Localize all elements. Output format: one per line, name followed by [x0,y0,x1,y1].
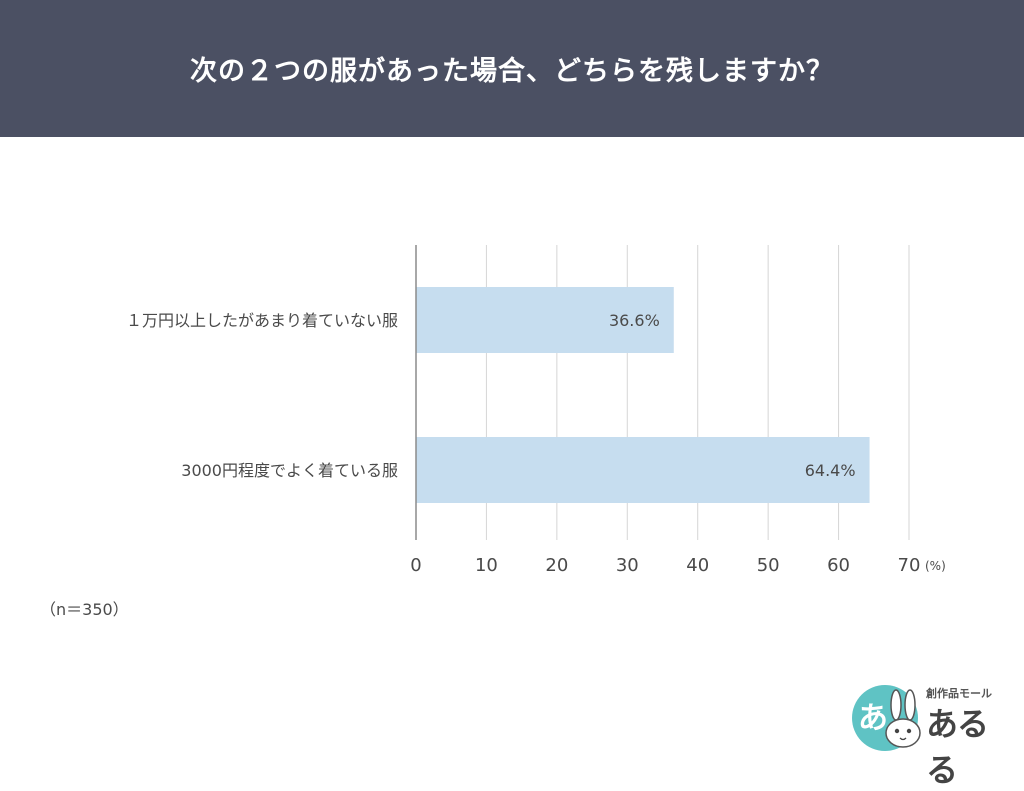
sample-size-note: （n＝350） [40,600,129,619]
rabbit-icon [885,689,921,748]
logo-subtitle: 創作品モール [926,687,992,700]
x-tick-label-60: 60 [827,555,850,576]
x-tick-label-70: 70 [898,555,921,576]
bar-2 [416,437,870,503]
x-tick-label-0: 0 [410,555,421,576]
brand-logo: あ 創作品モール あるる [852,685,1012,789]
logo-badge-char: あ [858,701,888,736]
x-tick-label-40: 40 [686,555,709,576]
bar-value-label-1: 36.6% [609,311,660,330]
x-tick-label-20: 20 [545,555,568,576]
x-tick-label-10: 10 [475,555,498,576]
x-tick-label-50: 50 [757,555,780,576]
bar-1 [416,287,674,353]
chart-header: 次の２つの服があった場合、どちらを残しますか？ [0,0,1024,137]
x-tick-label-30: 30 [616,555,639,576]
bar-value-label-2: 64.4% [805,461,856,480]
logo-name: あるる [926,705,989,789]
category-label-2: 3000円程度でよく着ている服 [181,461,398,480]
x-unit-label: (%) [925,559,946,573]
bar-chart: 36.6% １万円以上したがあまり着ていない服 64.4% 3000円程度でよく着てい… [126,245,946,576]
category-label-1: １万円以上したがあまり着ていない服 [126,311,398,330]
chart-title: 次の２つの服があった場合、どちらを残しますか？ [190,56,834,87]
